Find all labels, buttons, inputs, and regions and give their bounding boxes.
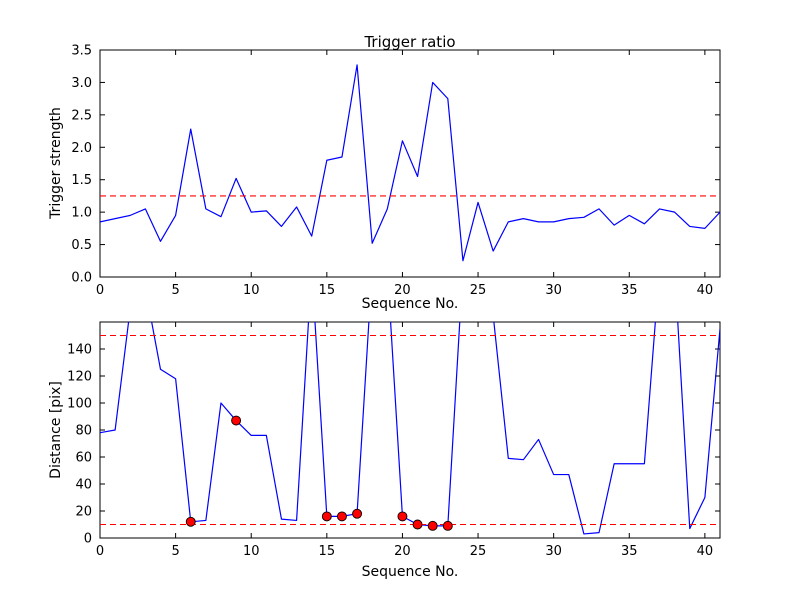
y-tick-label: 80 bbox=[75, 424, 92, 439]
x-tick-label: 30 bbox=[545, 544, 562, 559]
y-tick-label: 1.0 bbox=[71, 206, 92, 221]
y-tick-label: 0.0 bbox=[71, 271, 92, 286]
chart-1-plot-area bbox=[99, 321, 721, 539]
chart-1: 0 5 10 15 20 25 30 35 40 0 20 40 60 80 100 120 140 bbox=[67, 321, 721, 559]
chart-1-marker bbox=[352, 508, 363, 519]
y-tick-label: 140 bbox=[67, 343, 92, 358]
y-tick-label: 40 bbox=[75, 478, 92, 493]
y-tick-label: 2.5 bbox=[71, 108, 92, 123]
y-tick-label: 100 bbox=[67, 397, 92, 412]
y-tick-label: 2.0 bbox=[71, 141, 92, 156]
chart-1-marker bbox=[321, 511, 332, 522]
chart-title: Trigger ratio bbox=[364, 33, 456, 51]
x-tick-label: 25 bbox=[470, 544, 487, 559]
x-tick-label: 5 bbox=[171, 283, 179, 298]
x-tick-label: 35 bbox=[621, 283, 638, 298]
x-tick-label: 20 bbox=[394, 283, 411, 298]
top-x-axis-label: Sequence No. bbox=[361, 296, 459, 312]
x-tick-label: 30 bbox=[545, 283, 562, 298]
x-tick-label: 0 bbox=[96, 283, 104, 298]
bottom-x-axis-label: Sequence No. bbox=[361, 564, 459, 580]
chart-1-marker bbox=[397, 511, 408, 522]
x-tick-label: 10 bbox=[243, 283, 260, 298]
x-tick-label: 15 bbox=[319, 544, 336, 559]
chart-1-marker bbox=[185, 516, 196, 527]
y-tick-label: 120 bbox=[67, 370, 92, 385]
y-tick-label: 1.5 bbox=[71, 173, 92, 188]
y-tick-label: 0.5 bbox=[71, 238, 92, 253]
chart-1-marker bbox=[427, 520, 438, 531]
x-tick-label: 20 bbox=[394, 544, 411, 559]
bottom-y-axis-label: Distance [pix] bbox=[48, 381, 64, 479]
y-tick-label: 20 bbox=[75, 505, 92, 520]
y-tick-label: 3.0 bbox=[71, 76, 92, 91]
chart-0: 0 5 10 15 20 25 30 35 40 0.0 0.5 1.0 1.5 2.0 2.5 3.0 3.5 bbox=[71, 44, 721, 298]
chart-0-plot-area bbox=[99, 49, 721, 278]
chart-1-marker bbox=[442, 520, 453, 531]
chart-1-series-distance bbox=[100, 322, 720, 535]
chart-1-marker bbox=[337, 511, 347, 522]
x-tick-label: 15 bbox=[319, 283, 336, 298]
x-tick-label: 0 bbox=[96, 544, 104, 559]
x-tick-label: 5 bbox=[171, 544, 179, 559]
x-tick-label: 40 bbox=[697, 544, 714, 559]
x-tick-label: 35 bbox=[621, 544, 638, 559]
x-tick-label: 10 bbox=[243, 544, 260, 559]
y-tick-label: 0 bbox=[84, 532, 92, 547]
y-tick-label: 3.5 bbox=[71, 44, 92, 59]
top-y-axis-label: Trigger strength bbox=[48, 107, 64, 219]
y-tick-label: 60 bbox=[75, 451, 92, 466]
chart-1-marker bbox=[412, 519, 423, 530]
x-tick-label: 25 bbox=[470, 283, 487, 298]
x-tick-label: 40 bbox=[697, 283, 714, 298]
chart-1-marker bbox=[231, 415, 242, 426]
